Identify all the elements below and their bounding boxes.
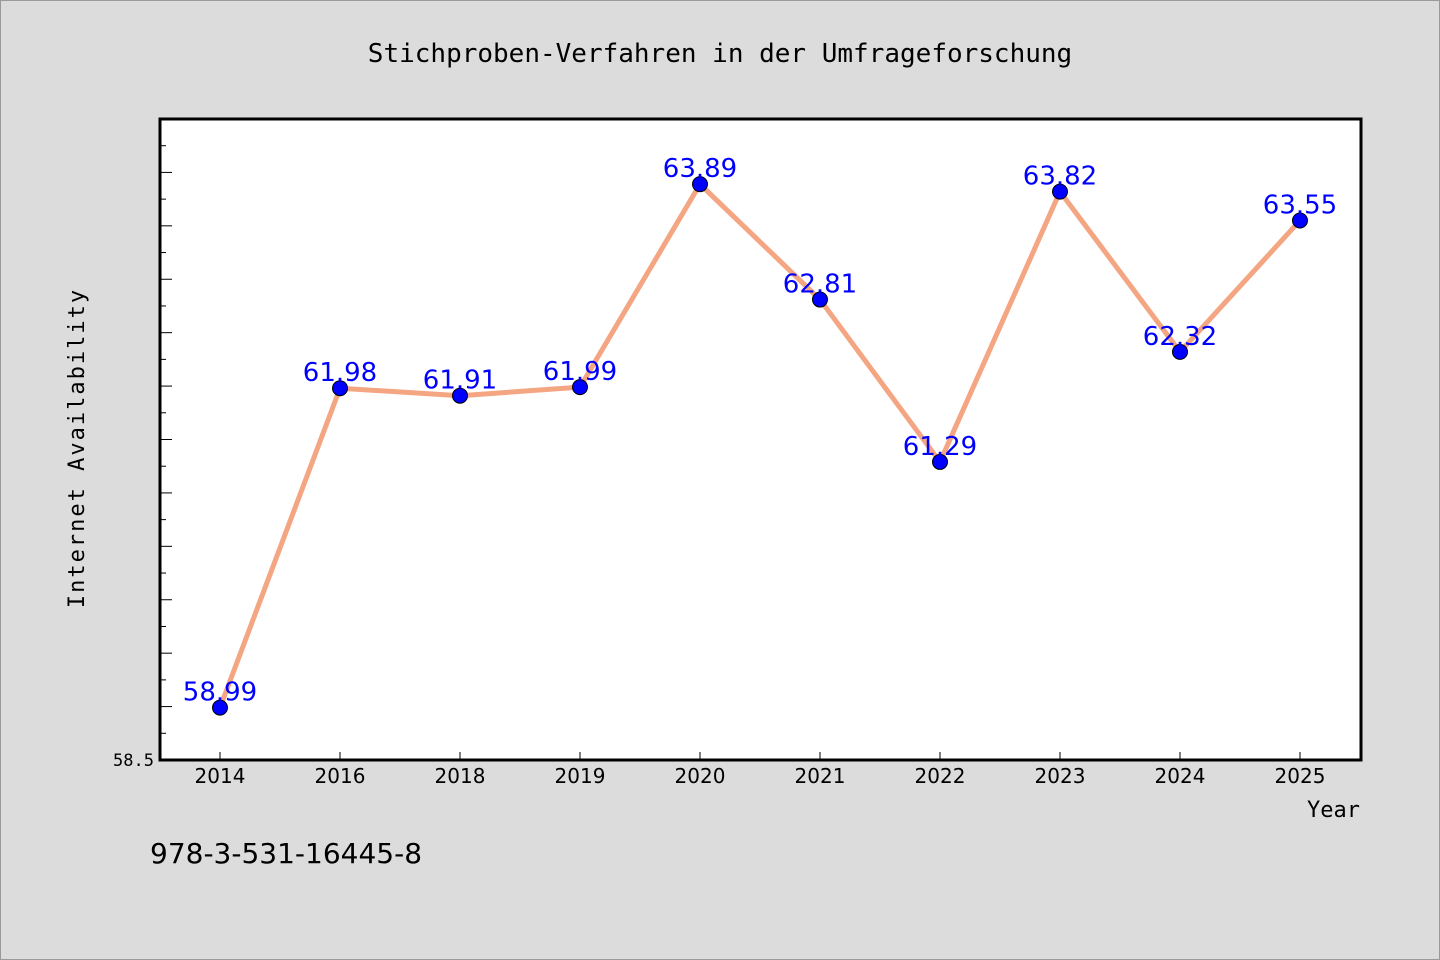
data-label: 61.99 (543, 357, 617, 387)
x-tick-label: 2016 (315, 764, 366, 788)
x-axis-ticks: 2014 2016 2018 2019 2020 2021 2022 2023 2024 2025 (195, 752, 1326, 788)
data-label: 62.81 (783, 270, 857, 300)
data-label: 62.32 (1143, 322, 1217, 352)
x-tick-label: 2021 (795, 764, 846, 788)
x-tick-label: 2024 (1155, 764, 1206, 788)
data-markers (212, 176, 1308, 716)
data-point (1052, 183, 1068, 200)
data-label: 63.89 (663, 154, 737, 184)
data-label: 63.82 (1023, 162, 1097, 192)
series-line-group (217, 181, 1303, 711)
x-tick-label: 2025 (1275, 764, 1326, 788)
plot-area (158, 117, 1363, 762)
chart-title: Stichproben-Verfahren in der Umfragefors… (368, 39, 1072, 69)
data-point (1292, 212, 1308, 229)
data-point (332, 380, 348, 397)
x-tick-label: 2020 (675, 764, 726, 788)
data-point (452, 387, 468, 404)
data-label: 61.91 (423, 366, 497, 396)
x-tick-label: 2022 (915, 764, 966, 788)
y-axis-ticks (160, 118, 172, 761)
data-point (572, 379, 588, 396)
data-label: 58.99 (183, 678, 257, 708)
data-label: 63.55 (1263, 190, 1337, 220)
data-point (932, 453, 948, 470)
x-tick-label: 2019 (555, 764, 606, 788)
data-point (812, 291, 828, 308)
x-tick-label: 2023 (1035, 764, 1086, 788)
x-tick-label: 2018 (435, 764, 486, 788)
data-label: 61.29 (903, 432, 977, 462)
data-point (692, 176, 708, 193)
y-axis-label: Internet Availability (65, 288, 90, 608)
y-tick-label: 58.5 (113, 751, 154, 771)
data-point (1172, 343, 1188, 360)
data-point (212, 699, 228, 716)
series-line (217, 181, 1303, 711)
x-axis-label: Year (1307, 798, 1360, 823)
isbn-text: 978-3-531-16445-8 (150, 837, 422, 870)
data-labels: 58.99 61.98 61.91 61.99 63.89 62.81 61.29 63.82… (183, 154, 1337, 707)
x-tick-label: 2014 (195, 764, 246, 788)
data-label: 61.98 (303, 358, 377, 388)
